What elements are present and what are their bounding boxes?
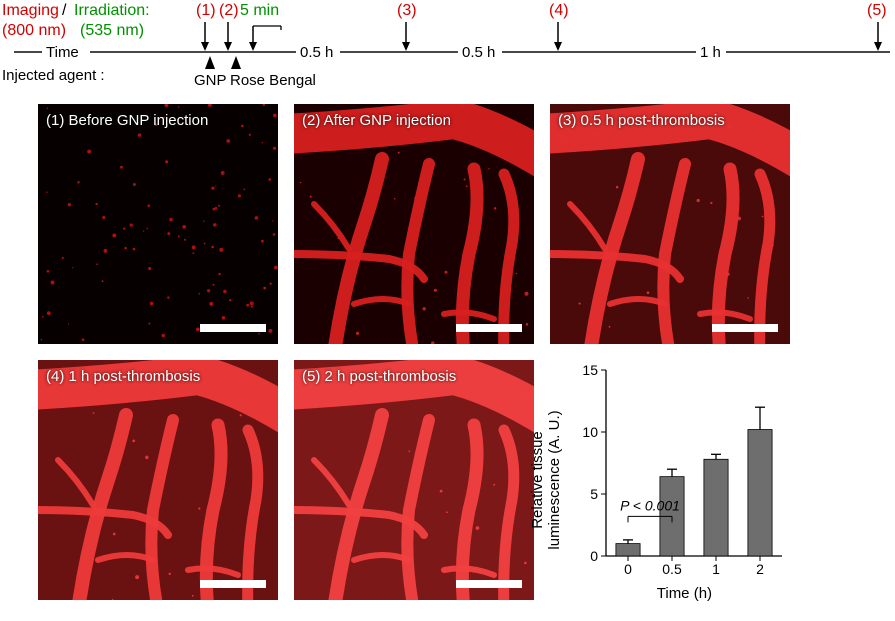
svg-text:10: 10 [582,424,598,440]
irr-dur: 5 min [240,2,279,20]
tp-2: (2) [219,2,239,20]
scalebar [200,324,266,332]
chart-svg: 0 5 10 15 0 0.5 1 2 P < 0.001 [550,360,790,600]
panel-2-label: (2) After GNP injection [302,112,451,129]
label-wavelength-imaging: (800 nm) [2,22,66,40]
panel-1: (1) Before GNP injection [38,104,278,344]
tp-5: (5) [867,2,887,20]
chart-ylabel: Relative tissueluminescence (A. U.) [529,410,563,549]
panel-row-1: (1) Before GNP injection (2) After GNP i… [38,104,868,344]
bar-chart: Relative tissueluminescence (A. U.) 0510… [550,360,790,600]
tp-4: (4) [549,2,569,20]
panel-5: (5) 2 h post-thrombosis [294,360,534,600]
panel-row-2: (4) 1 h post-thrombosis (5) 2 h post-thr… [38,360,868,600]
panel-4-label: (4) 1 h post-thrombosis [46,368,200,385]
timeline: Imaging / Irradiation: (800 nm) (535 nm)… [0,2,895,97]
tp-3: (3) [397,2,417,20]
scalebar [712,324,778,332]
panel-3: (3) 0.5 h post-thrombosis [550,104,790,344]
scalebar [456,324,522,332]
seg-1: 0.5 h [300,44,333,61]
panel-2: (2) After GNP injection [294,104,534,344]
svg-text:1: 1 [712,561,720,577]
svg-text:5: 5 [590,486,598,502]
scalebar [456,580,522,588]
label-slash: / [62,2,66,20]
label-wavelength-irr: (535 nm) [80,22,144,40]
svg-text:15: 15 [582,362,598,378]
svg-text:0: 0 [624,561,632,577]
injected-row-label: Injected agent : [2,67,105,84]
agent-rose: Rose Bengal [230,72,316,89]
label-imaging: Imaging [2,2,59,20]
panels-grid: (1) Before GNP injection (2) After GNP i… [38,104,868,616]
agent-gnp: GNP [194,72,227,89]
panel-4: (4) 1 h post-thrombosis [38,360,278,600]
panel-1-label: (1) Before GNP injection [46,112,208,129]
svg-text:2: 2 [756,561,764,577]
label-irradiation: Irradiation: [74,2,150,20]
panel-5-label: (5) 2 h post-thrombosis [302,368,456,385]
scalebar [200,580,266,588]
tp-1: (1) [196,2,216,20]
svg-text:0.5: 0.5 [662,561,682,577]
chart-xlabel: Time (h) [657,585,712,602]
svg-text:P < 0.001: P < 0.001 [620,497,680,513]
seg-3: 1 h [700,44,721,61]
panel-3-label: (3) 0.5 h post-thrombosis [558,112,725,129]
seg-2: 0.5 h [462,44,495,61]
svg-text:0: 0 [590,548,598,564]
time-row-label: Time [46,44,79,61]
